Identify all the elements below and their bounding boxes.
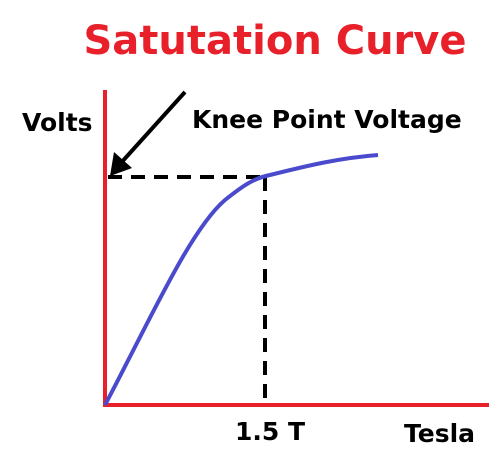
arrow-shaft: [118, 90, 187, 166]
title: Satutation Curve: [84, 18, 467, 64]
y-axis-label: Volts: [22, 108, 93, 137]
annotation: Knee Point Voltage: [192, 105, 462, 134]
arrow-head: [110, 152, 132, 176]
x-tick-label: 1.5 T: [235, 417, 305, 446]
saturation-curve: [103, 153, 379, 406]
x-axis-label: Tesla: [404, 419, 475, 448]
